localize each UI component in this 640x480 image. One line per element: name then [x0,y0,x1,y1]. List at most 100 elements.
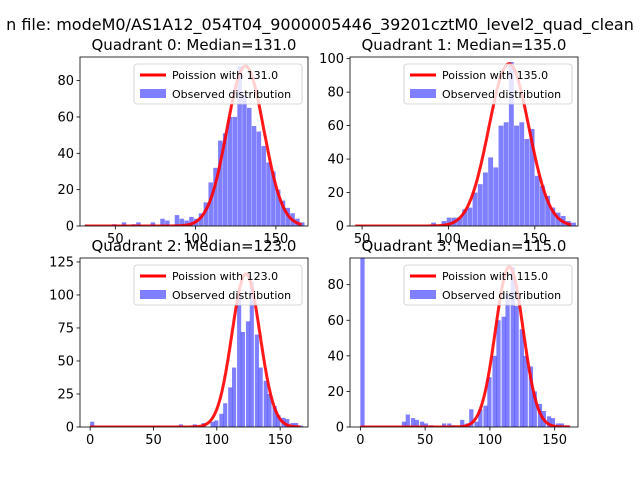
histogram-bar [251,126,257,226]
histogram-bar [441,423,447,427]
histogram-bar [237,294,242,427]
histogram-bar [528,366,534,427]
histogram-bar [571,222,576,226]
histogram-bar [189,216,194,226]
panel-title: Quadrant 3: Median=115.0 [362,237,567,255]
histogram-bar [261,146,266,226]
histogram-bar [519,122,525,226]
legend-box [403,63,573,105]
y-tick-label: 100 [319,52,344,67]
y-tick-label: 50 [57,354,74,369]
histogram-bar [223,403,228,427]
plot-area [360,258,571,427]
histogram-bar [227,116,233,226]
histogram-bar [263,380,268,427]
x-tick-label: 150 [522,232,547,247]
histogram-bar [478,409,483,427]
plot-area [355,62,576,226]
histogram-bar [280,200,286,226]
histogram-bar [242,95,247,226]
histogram-bar [184,220,189,226]
histogram-bar [272,405,277,427]
histogram-bar [174,215,180,226]
axes-frame [79,257,309,428]
legend: Poission with 135.0 Observed distribution [403,63,573,105]
axes-frame [79,56,309,227]
y-tick-label: 40 [327,153,344,168]
histogram-bar [474,421,479,427]
histogram-bar [299,425,304,427]
histogram-bar [446,217,452,226]
poisson-fit-line [84,64,302,226]
legend-box [403,264,573,306]
y-tick-label: 25 [57,387,74,402]
y-tick-label: 20 [327,186,344,201]
x-tick-label: 50 [145,433,162,448]
x-tick-label: 0 [86,433,94,448]
histogram-bar [240,331,245,427]
histogram-bar [165,220,170,226]
histogram-bar [410,418,416,427]
y-tick-label: 60 [57,110,74,125]
x-tick-label: 100 [204,433,229,448]
figure-title: n file: modeM0/AS1A12_054T04_9000005446_… [6,15,634,35]
histogram-bar [501,316,506,427]
histogram-bar [414,419,420,427]
histogram-bar [510,266,515,427]
histogram-bar [546,416,552,427]
y-tick-label: 0 [336,220,344,235]
histogram-bar [477,184,483,226]
quadrant-1-panel: 50 100 150 0 20 40 60 80 100 Quadrant 1: Median=1… [319,36,579,247]
histogram-bar [492,355,497,427]
histogram-bar [249,281,254,427]
x-tick-label: 50 [107,232,124,247]
axes-frame [349,257,579,428]
x-tick-label: 100 [183,232,208,247]
histogram-bar [276,415,281,427]
legend: Poission with 123.0 Observed distribution [133,264,303,306]
histogram-bar [534,175,540,226]
histogram-bar [431,222,437,226]
histogram-bar [532,391,537,427]
histogram-bar [294,423,299,427]
y-tick-label: 0 [336,421,344,436]
y-tick-label: 40 [327,349,344,364]
histogram-bar [218,140,223,226]
histogram-bar [213,167,218,226]
histogram-bar [208,182,213,226]
y-tick-label: 60 [327,119,344,134]
histogram-bar [496,320,501,427]
histogram-bar [472,192,478,226]
axes-frame [349,56,579,227]
histogram-bar [285,419,290,427]
histogram-bar [232,116,238,226]
histogram-bar [540,185,545,226]
histogram-bar [487,377,492,427]
histogram-bar [232,367,237,427]
histogram-bar [505,293,510,427]
y-tick-label: 80 [327,86,344,101]
legend-fit-label: Poission with 123.0 [172,270,278,283]
legend-hist-swatch [140,290,166,299]
histogram-bar [160,218,165,226]
histogram-bar [198,213,204,226]
legend-box [133,264,303,306]
histogram-bar [550,418,556,427]
histogram-bar [483,172,488,226]
x-tick-label: 150 [542,433,567,448]
y-tick-label: 20 [327,385,344,400]
histogram-bar [401,421,407,427]
histogram-bar [121,222,127,226]
panel-title: Quadrant 2: Median=123.0 [92,237,297,255]
panel-title: Quadrant 0: Median=131.0 [92,36,297,54]
poisson-fit-line [355,62,572,226]
histogram-bar [524,138,530,226]
legend-hist-label: Observed distribution [442,88,561,101]
y-tick-label: 75 [57,321,74,336]
histogram-bar [179,218,185,226]
histogram-bar [246,107,252,226]
histogram-bar [483,405,488,427]
histogram-bar [210,421,215,427]
histogram-bar [550,207,556,226]
